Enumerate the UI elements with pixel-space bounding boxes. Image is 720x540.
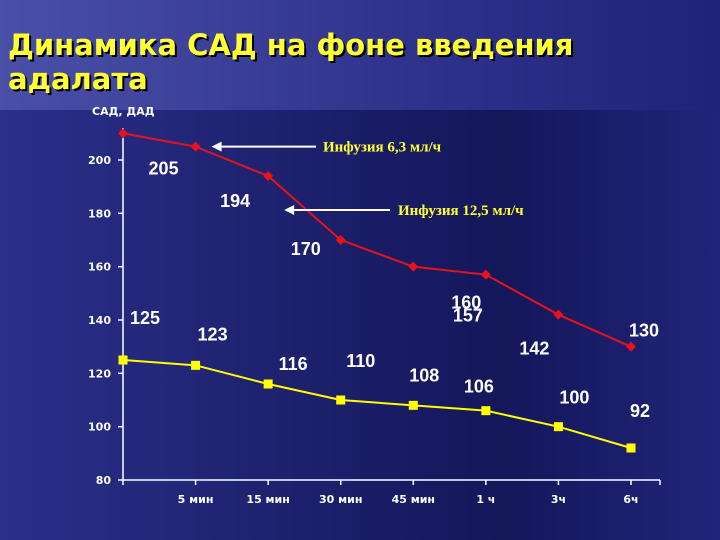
data-point-dad: [481, 406, 491, 416]
data-label-sad: 157: [453, 306, 483, 326]
data-point-sad: [335, 235, 346, 245]
data-label-dad: 110: [346, 351, 375, 371]
slide-title: Динамика САД на фоне введения адалата: [8, 28, 574, 96]
annotation-arrow-head: [284, 205, 295, 215]
x-tick-label: 45 мин: [392, 493, 435, 506]
data-point-dad: [191, 360, 201, 370]
data-point-sad: [190, 141, 201, 152]
data-label-sad: 170: [291, 239, 321, 259]
series-line-dad: [122, 359, 632, 449]
data-point-sad: [408, 261, 419, 272]
annotation-label: Инфузия 12,5 мл/ч: [398, 203, 524, 219]
data-point-sad: [626, 341, 636, 352]
data-label-sad: 205: [149, 159, 179, 179]
x-tick-label: 3ч: [551, 493, 566, 506]
data-point-dad: [408, 400, 418, 410]
y-tick-label: 140: [88, 314, 111, 327]
data-label-dad: 106: [464, 377, 494, 397]
data-label-dad: 108: [409, 365, 439, 385]
x-tick-label: 1 ч: [476, 493, 495, 506]
y-tick-label: 100: [88, 421, 111, 434]
data-point-dad: [118, 355, 128, 365]
title-band: [0, 0, 720, 110]
y-axis-label: САД, ДАД: [92, 105, 155, 118]
data-point-dad: [263, 379, 273, 389]
y-tick-label: 200: [88, 154, 111, 167]
data-label-sad: 194: [220, 191, 250, 211]
data-label-sad: 160: [451, 293, 481, 313]
x-tick-label: 15 мин: [246, 493, 289, 506]
data-point-dad: [336, 395, 346, 405]
data-point-dad: [626, 443, 636, 453]
data-point-sad: [118, 128, 128, 139]
y-tick-label: 160: [88, 261, 111, 274]
data-point-sad: [263, 171, 274, 181]
data-label-dad: 123: [198, 324, 228, 344]
x-tick-label: 30 мин: [319, 493, 362, 506]
y-tick-label: 180: [88, 207, 111, 220]
annotation-arrow-head: [211, 141, 222, 152]
x-tick-label: 6ч: [623, 493, 638, 506]
data-label-sad: 130: [629, 321, 659, 341]
data-label-dad: 100: [559, 388, 589, 408]
data-point-dad: [553, 422, 563, 432]
y-tick-label: 120: [88, 367, 111, 380]
data-label-sad: 142: [519, 339, 549, 359]
annotation-label: Инфузия 6,3 мл/ч: [323, 140, 442, 156]
data-label-dad: 92: [630, 401, 650, 421]
data-label-dad: 125: [130, 308, 160, 328]
data-point-sad: [480, 269, 491, 280]
x-tick-label: 5 мин: [178, 493, 214, 506]
series-line-sad: [122, 132, 632, 348]
y-tick-label: 80: [96, 474, 112, 487]
data-point-sad: [553, 309, 564, 320]
data-label-dad: 116: [279, 354, 308, 374]
